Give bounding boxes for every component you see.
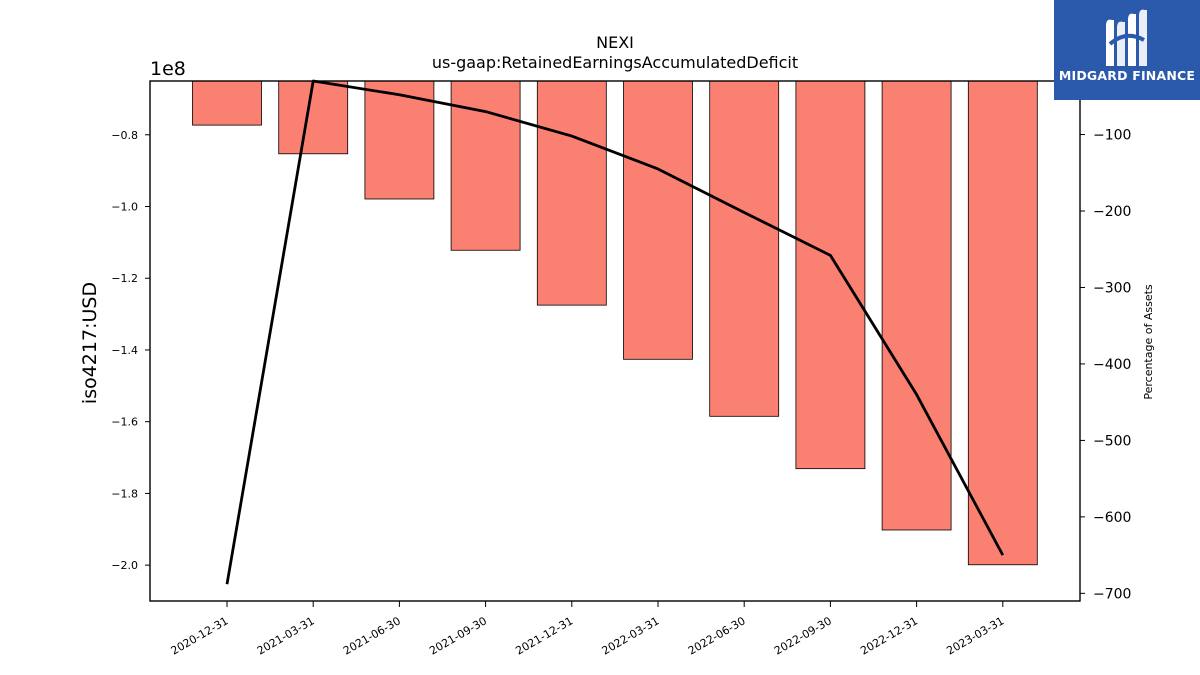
y-tick-label: −1.0 [111, 201, 138, 214]
y2-axis-label: Percentage of Assets [1142, 284, 1155, 400]
y2-tick-label: −200 [1093, 204, 1131, 220]
y-tick-label: −1.4 [111, 344, 138, 357]
percentage-of-assets-line [225, 79, 1005, 585]
y-tick-label: −0.8 [111, 129, 138, 142]
plot-frame [149, 80, 1081, 602]
bar-2023-03-31 [967, 80, 1038, 566]
x-tick-label: 2022-12-31 [858, 614, 920, 657]
y2-tick-label: −300 [1093, 280, 1131, 296]
logo-text: MIDGARD FINANCE [1058, 68, 1196, 83]
x-tick-label: 2020-12-31 [169, 614, 231, 657]
y2-tick-label: −700 [1093, 586, 1131, 602]
bar-2022-06-30 [709, 80, 780, 417]
chart-subtitle: us-gaap:RetainedEarningsAccumulatedDefic… [432, 53, 798, 72]
x-tick-label: 2023-03-31 [944, 614, 1006, 657]
y-offset-label: 1e8 [150, 58, 186, 80]
chart-title: NEXI [596, 33, 634, 52]
x-tick-label: 2021-12-31 [513, 614, 575, 657]
y2-tick-label: −600 [1093, 510, 1131, 526]
y2-tick-label: −100 [1093, 128, 1131, 144]
x-tick-label: 2022-03-31 [600, 614, 662, 657]
bar-2021-03-31 [278, 80, 349, 155]
x-tick-label: 2021-06-30 [341, 614, 403, 657]
bar-2022-03-31 [623, 80, 693, 360]
bar-2021-12-31 [536, 80, 607, 306]
logo-mark-icon [1106, 9, 1147, 67]
y-tick-label: −1.8 [111, 487, 138, 500]
logo: MIDGARD FINANCE [1054, 0, 1200, 100]
x-tick-label: 2021-09-30 [427, 614, 489, 657]
x-tick-label: 2022-06-30 [686, 614, 748, 657]
y-tick-label: −1.6 [111, 416, 138, 429]
x-tick-label: 2021-03-31 [255, 614, 317, 657]
bar-2022-12-31 [881, 80, 952, 531]
y-tick-label: −1.2 [111, 272, 138, 285]
bar-2021-09-30 [450, 80, 521, 251]
y-axis-label: iso4217:USD [79, 282, 101, 404]
y2-tick-label: −400 [1093, 357, 1131, 373]
y-tick-label: −2.0 [111, 559, 138, 572]
y2-tick-label: −500 [1093, 433, 1131, 449]
bar-2020-12-31 [192, 80, 262, 126]
bar-2022-09-30 [795, 80, 866, 470]
x-tick-label: 2022-09-30 [772, 614, 834, 657]
